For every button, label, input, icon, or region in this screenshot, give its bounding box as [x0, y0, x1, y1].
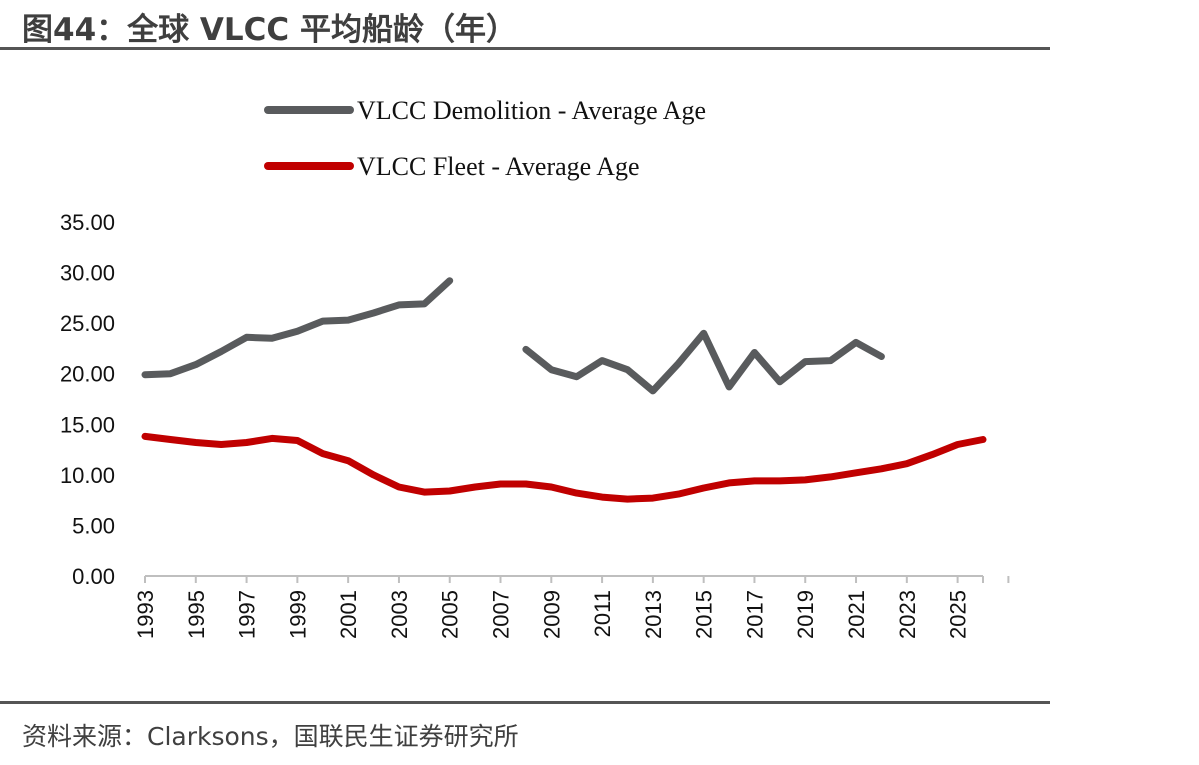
- x-tick-label: 1997: [235, 590, 260, 639]
- title-rule: [0, 47, 1050, 50]
- legend: VLCC Demolition - Average Age VLCC Fleet…: [264, 96, 706, 181]
- demolition-age-line: [141, 277, 454, 379]
- x-tick-label: 1993: [133, 590, 158, 639]
- x-tick-label: 1999: [285, 590, 310, 639]
- y-tick-label: 30.00: [60, 261, 115, 286]
- x-tick-label: 2007: [489, 590, 514, 639]
- y-tick-label: 35.00: [60, 210, 115, 235]
- x-tick-label: 2009: [539, 590, 564, 639]
- series-lines: [141, 277, 987, 503]
- line-chart: VLCC Demolition - Average Age VLCC Fleet…: [60, 96, 1010, 639]
- y-tick-label: 5.00: [72, 513, 115, 538]
- legend-label-demolition: VLCC Demolition - Average Age: [357, 96, 706, 125]
- x-tick-labels: 1993 1995 1997 1999 2001 2003 2005 2007 2009 2011…: [133, 590, 971, 639]
- chart-title: 图44：全球 VLCC 平均船龄（年）: [22, 12, 517, 48]
- x-tick-label: 1995: [184, 590, 209, 639]
- x-tick-label: 2013: [641, 590, 666, 639]
- x-tick-label: 2011: [590, 590, 615, 637]
- y-tick-labels: 0.00 5.00 10.00 15.00 20.00 25.00 30.00 35.00: [60, 210, 115, 589]
- source-note: 资料来源：Clarksons，国联民生证券研究所: [22, 722, 519, 751]
- x-tick-label: 2001: [336, 590, 361, 639]
- x-tick-label: 2005: [438, 590, 463, 639]
- x-tick-label: 2003: [387, 590, 412, 639]
- x-tick-label: 2015: [692, 590, 717, 639]
- y-tick-label: 15.00: [60, 412, 115, 437]
- x-tick-label: 2025: [946, 590, 971, 639]
- y-tick-label: 25.00: [60, 311, 115, 336]
- axes: [144, 575, 1010, 583]
- x-tick-label: 2021: [844, 590, 869, 639]
- footer-rule: [0, 701, 1050, 704]
- demolition-age-line: [522, 329, 885, 395]
- y-tick-label: 20.00: [60, 362, 115, 387]
- legend-label-fleet: VLCC Fleet - Average Age: [357, 152, 640, 181]
- fleet-age-line: [141, 432, 987, 503]
- x-tick-label: 2019: [793, 590, 818, 639]
- x-tick-label: 2023: [895, 590, 920, 639]
- x-tick-label: 2017: [742, 590, 767, 639]
- y-tick-label: 0.00: [72, 564, 115, 589]
- y-tick-label: 10.00: [60, 463, 115, 488]
